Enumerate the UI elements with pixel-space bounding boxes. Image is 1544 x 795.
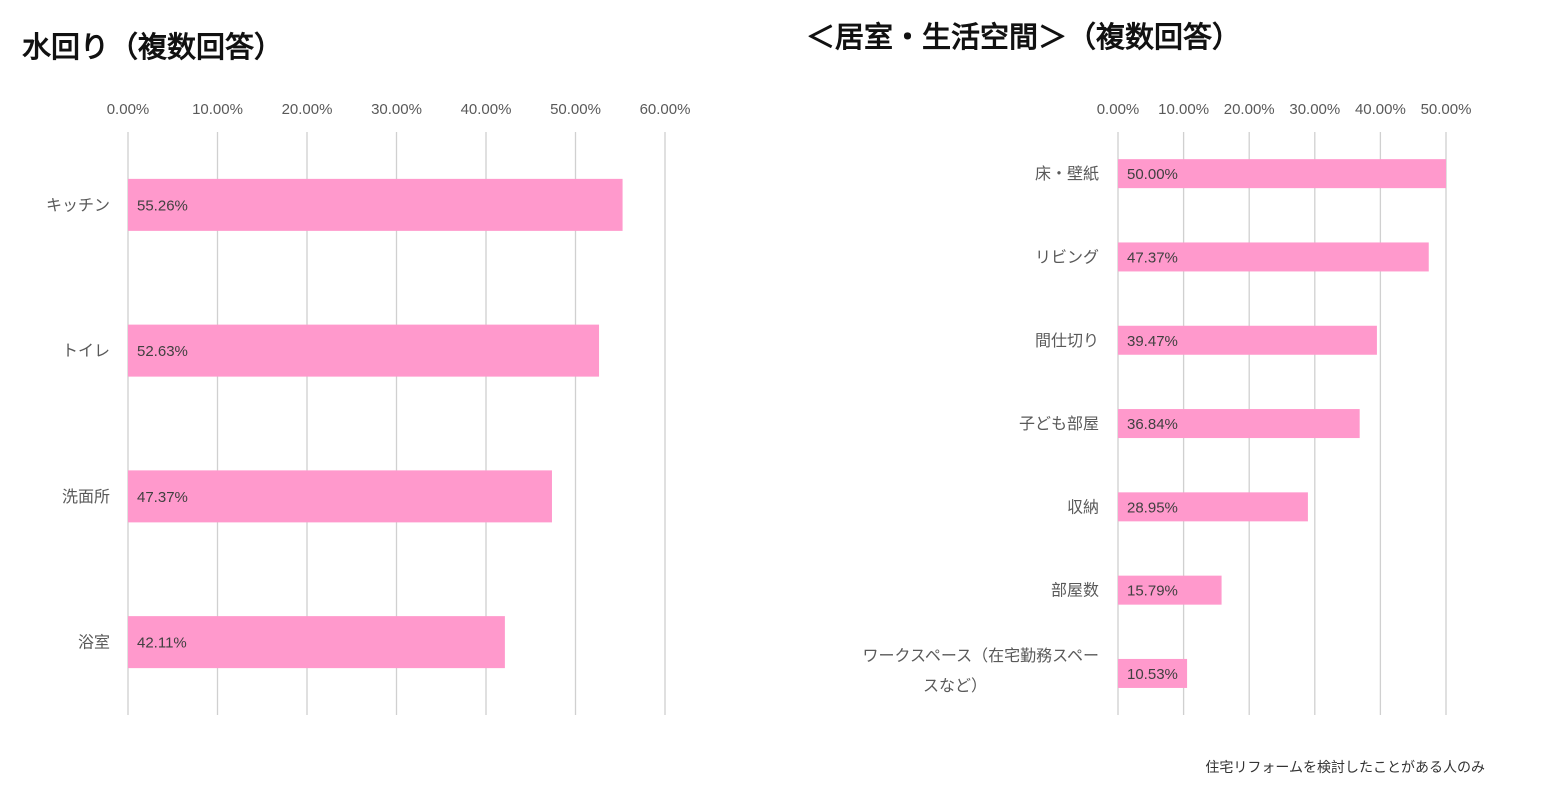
data-label-water-1: 52.63% <box>137 343 188 360</box>
data-label-room-2: 39.47% <box>1127 333 1178 350</box>
category-label-room-3: 子ども部屋 <box>1019 414 1099 433</box>
bar-room-2 <box>1118 325 1377 355</box>
data-label-room-5: 15.79% <box>1127 583 1178 600</box>
tick-label-room-5: 50.00% <box>1421 101 1472 118</box>
bar-water-2 <box>128 470 552 523</box>
tick-label-water-3: 30.00% <box>371 101 422 118</box>
tick-label-room-2: 20.00% <box>1224 101 1275 118</box>
category-label-room-5: 部屋数 <box>1051 581 1099 600</box>
bar-room-0 <box>1118 159 1446 189</box>
category-label-room-4: 収納 <box>1067 497 1099 516</box>
bar-room-5 <box>1118 575 1222 605</box>
category-label-water-1: トイレ <box>62 341 110 360</box>
category-label-room-1: リビング <box>1035 247 1099 266</box>
category-label-room-6-line-1: スなど） <box>923 676 987 695</box>
category-label-water-2: 洗面所 <box>62 487 110 506</box>
tick-label-room-3: 30.00% <box>1289 101 1340 118</box>
tick-label-water-2: 20.00% <box>282 101 333 118</box>
bar-water-3 <box>128 616 505 669</box>
tick-label-water-0: 0.00% <box>107 101 150 118</box>
chart-room: ＜居室・生活空間＞（複数回答） 0.00% 10.00% 20.00% 30.00% 4… <box>806 20 1471 715</box>
category-label-water-0: キッチン <box>46 195 110 214</box>
data-label-room-0: 50.00% <box>1127 166 1178 183</box>
category-label-water-3: 浴室 <box>78 633 110 652</box>
data-label-water-3: 42.11% <box>137 635 187 652</box>
category-label-room-6-line-0: ワークスペース（在宅勤務スペー <box>863 646 1099 665</box>
data-label-room-4: 28.95% <box>1127 499 1178 516</box>
tick-label-room-0: 0.00% <box>1097 101 1140 118</box>
footnote: 住宅リフォームを検討したことがある人のみ <box>1205 760 1485 776</box>
bar-room-4 <box>1118 492 1308 522</box>
data-label-room-6: 10.53% <box>1127 666 1178 683</box>
category-label-room-0: 床・壁紙 <box>1035 164 1099 183</box>
bar-water-1 <box>128 324 600 377</box>
chart-title-room: ＜居室・生活空間＞（複数回答） <box>806 20 1241 54</box>
data-label-water-0: 55.26% <box>137 197 188 214</box>
tick-label-water-1: 10.00% <box>192 101 243 118</box>
data-label-room-3: 36.84% <box>1127 416 1178 433</box>
data-label-room-1: 47.37% <box>1127 249 1178 266</box>
tick-label-room-4: 40.00% <box>1355 101 1406 118</box>
data-label-water-2: 47.37% <box>137 489 188 506</box>
bar-water-0 <box>128 178 623 231</box>
tick-label-water-6: 60.00% <box>640 101 691 118</box>
chart-title-water: 水回り（複数回答） <box>22 30 283 64</box>
category-label-room-2: 間仕切り <box>1035 331 1099 350</box>
bar-room-6 <box>1118 658 1188 688</box>
tick-label-water-4: 40.00% <box>461 101 512 118</box>
chart-water: 水回り（複数回答） 0.00% 10.00% 20.00% 30.00% 40.00% 5… <box>22 30 690 715</box>
bar-room-3 <box>1118 409 1360 439</box>
bar-room-1 <box>1118 242 1429 272</box>
tick-label-water-5: 50.00% <box>550 101 601 118</box>
tick-label-room-1: 10.00% <box>1158 101 1209 118</box>
